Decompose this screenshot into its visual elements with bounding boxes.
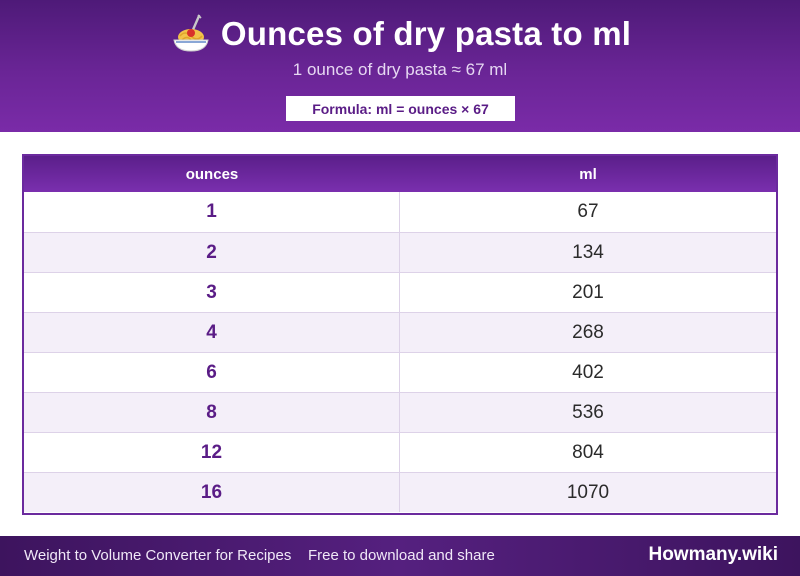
table-row: 8 536 — [24, 392, 776, 432]
table-row: 4 268 — [24, 312, 776, 352]
page-title: Ounces of dry pasta to ml — [220, 15, 632, 52]
ml-cell: 536 — [572, 401, 604, 423]
ml-cell: 67 — [577, 201, 599, 222]
ounces-cell: 3 — [24, 273, 400, 312]
table-row: 3 201 — [24, 272, 776, 312]
ounces-cell: 16 — [24, 473, 400, 512]
column-header-ml: ml — [579, 165, 597, 183]
table-row: 12 804 — [24, 432, 776, 472]
footer-converter-text: Weight to Volume Converter for Recipes — [24, 547, 292, 564]
title-row: Ounces of dry pasta to ml — [0, 12, 800, 56]
ml-cell: 1070 — [566, 481, 610, 503]
ml-cell: 402 — [572, 361, 604, 383]
table-row: 6 402 — [24, 352, 776, 392]
ounces-cell: 8 — [24, 393, 400, 432]
ml-cell: 268 — [572, 321, 604, 343]
pasta-icon — [169, 12, 213, 56]
ounces-cell: 4 — [24, 313, 400, 352]
ml-cell: 134 — [572, 241, 604, 263]
conversion-table: ounces ml 1 67 2 134 3 201 4 268 6 402 8… — [22, 154, 778, 515]
footer-share-text: Free to download and share — [308, 547, 495, 564]
ounces-cell: 12 — [24, 433, 400, 472]
table-header: ounces ml — [24, 156, 776, 192]
ml-cell: 804 — [572, 441, 604, 463]
table-row: 1 67 — [24, 192, 776, 232]
footer-bar: Weight to Volume Converter for Recipes F… — [0, 536, 800, 576]
table-row: 16 1070 — [24, 472, 776, 512]
formula-badge: Formula: ml = ounces × 67 — [286, 96, 515, 121]
header-banner: Ounces of dry pasta to ml 1 ounce of dry… — [0, 0, 800, 132]
ml-cell: 201 — [572, 281, 604, 303]
column-header-ounces: ounces — [185, 165, 239, 183]
subtitle: 1 ounce of dry pasta ≈ 67 ml — [292, 60, 508, 79]
ounces-cell: 1 — [24, 192, 400, 232]
brand-link[interactable]: Howmany.wiki — [648, 544, 778, 565]
table-row: 2 134 — [24, 232, 776, 272]
ounces-cell: 2 — [24, 233, 400, 272]
ounces-cell: 6 — [24, 353, 400, 392]
table-body: 1 67 2 134 3 201 4 268 6 402 8 536 12 80… — [24, 192, 776, 512]
